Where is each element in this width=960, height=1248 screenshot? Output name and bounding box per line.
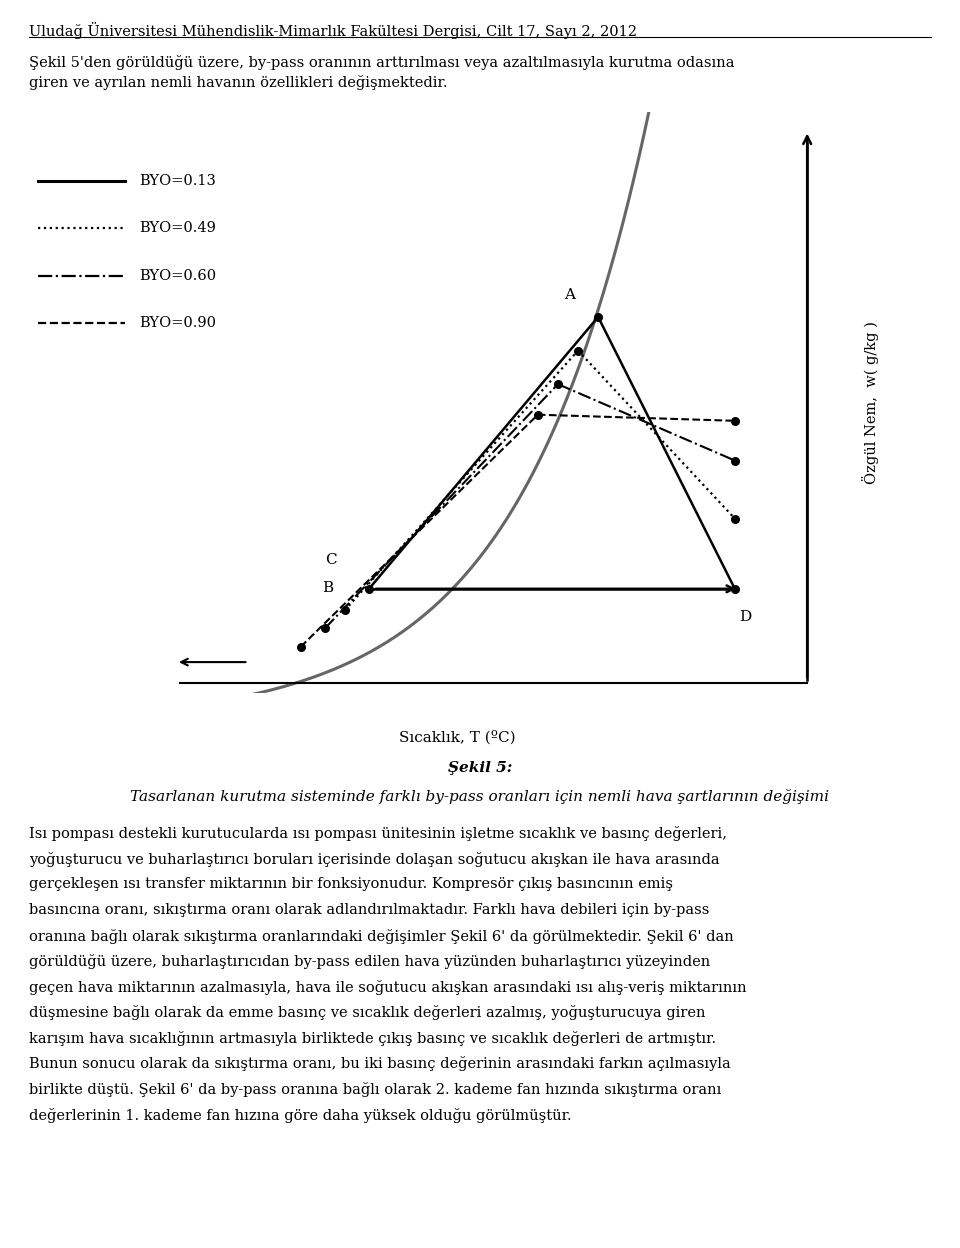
Text: Şekil 5'den görüldüğü üzere, by-pass oranının arttırılması veya azaltılmasıyla k: Şekil 5'den görüldüğü üzere, by-pass ora…: [29, 55, 734, 70]
Text: basıncına oranı, sıkıştırma oranı olarak adlandırılmaktadır. Farklı hava debiler: basıncına oranı, sıkıştırma oranı olarak…: [29, 904, 709, 917]
Text: düşmesine bağlı olarak da emme basınç ve sıcaklık değerleri azalmış, yoğuşturucu: düşmesine bağlı olarak da emme basınç ve…: [29, 1006, 706, 1021]
Text: geçen hava miktarının azalmasıyla, hava ile soğutucu akışkan arasındaki ısı alış: geçen hava miktarının azalmasıyla, hava …: [29, 980, 747, 995]
Text: A: A: [564, 288, 575, 302]
Text: giren ve ayrılan nemli havanın özellikleri değişmektedir.: giren ve ayrılan nemli havanın özellikle…: [29, 75, 447, 90]
Text: C: C: [325, 553, 337, 568]
Text: B: B: [322, 580, 333, 595]
Text: Bunun sonucu olarak da sıkıştırma oranı, bu iki basınç değerinin arasındaki fark: Bunun sonucu olarak da sıkıştırma oranı,…: [29, 1056, 731, 1072]
Text: Özgül Nem,  w( g/kg ): Özgül Nem, w( g/kg ): [862, 321, 879, 484]
Text: D: D: [739, 610, 751, 624]
Text: birlikte düştü. Şekil 6' da by-pass oranına bağlı olarak 2. kademe fan hızında s: birlikte düştü. Şekil 6' da by-pass oran…: [29, 1082, 721, 1097]
Text: yoğuşturucu ve buharlaştırıcı boruları içerisinde dolaşan soğutucu akışkan ile h: yoğuşturucu ve buharlaştırıcı boruları i…: [29, 852, 719, 867]
Text: BYO=0.90: BYO=0.90: [139, 316, 216, 331]
Text: Sıcaklık, T (ºC): Sıcaklık, T (ºC): [399, 730, 516, 744]
Text: Tasarlanan kurutma sisteminde farklı by-pass oranları için nemli hava şartlarını: Tasarlanan kurutma sisteminde farklı by-…: [131, 789, 829, 804]
Text: BYO=0.60: BYO=0.60: [139, 268, 216, 283]
Text: karışım hava sıcaklığının artmasıyla birliktede çıkış basınç ve sıcaklık değerle: karışım hava sıcaklığının artmasıyla bir…: [29, 1031, 716, 1046]
Text: BYO=0.49: BYO=0.49: [139, 221, 216, 236]
Text: oranına bağlı olarak sıkıştırma oranlarındaki değişimler Şekil 6' da görülmekted: oranına bağlı olarak sıkıştırma oranları…: [29, 929, 733, 943]
Text: BYO=0.13: BYO=0.13: [139, 173, 216, 188]
Text: gerçekleşen ısı transfer miktarının bir fonksiyonudur. Kompresör çıkış basıncını: gerçekleşen ısı transfer miktarının bir …: [29, 877, 673, 891]
Text: değerlerinin 1. kademe fan hızına göre daha yüksek olduğu görülmüştür.: değerlerinin 1. kademe fan hızına göre d…: [29, 1108, 571, 1123]
Text: görüldüğü üzere, buharlaştırıcıdan by-pass edilen hava yüzünden buharlaştırıcı y: görüldüğü üzere, buharlaştırıcıdan by-pa…: [29, 955, 710, 970]
Text: Isı pompası destekli kurutucularda ısı pompası ünitesinin işletme sıcaklık ve ba: Isı pompası destekli kurutucularda ısı p…: [29, 826, 727, 841]
Text: Uludağ Üniversitesi Mühendislik-Mimarlık Fakültesi Dergisi, Cilt 17, Sayı 2, 201: Uludağ Üniversitesi Mühendislik-Mimarlık…: [29, 22, 636, 40]
Text: Şekil 5:: Şekil 5:: [447, 761, 513, 775]
